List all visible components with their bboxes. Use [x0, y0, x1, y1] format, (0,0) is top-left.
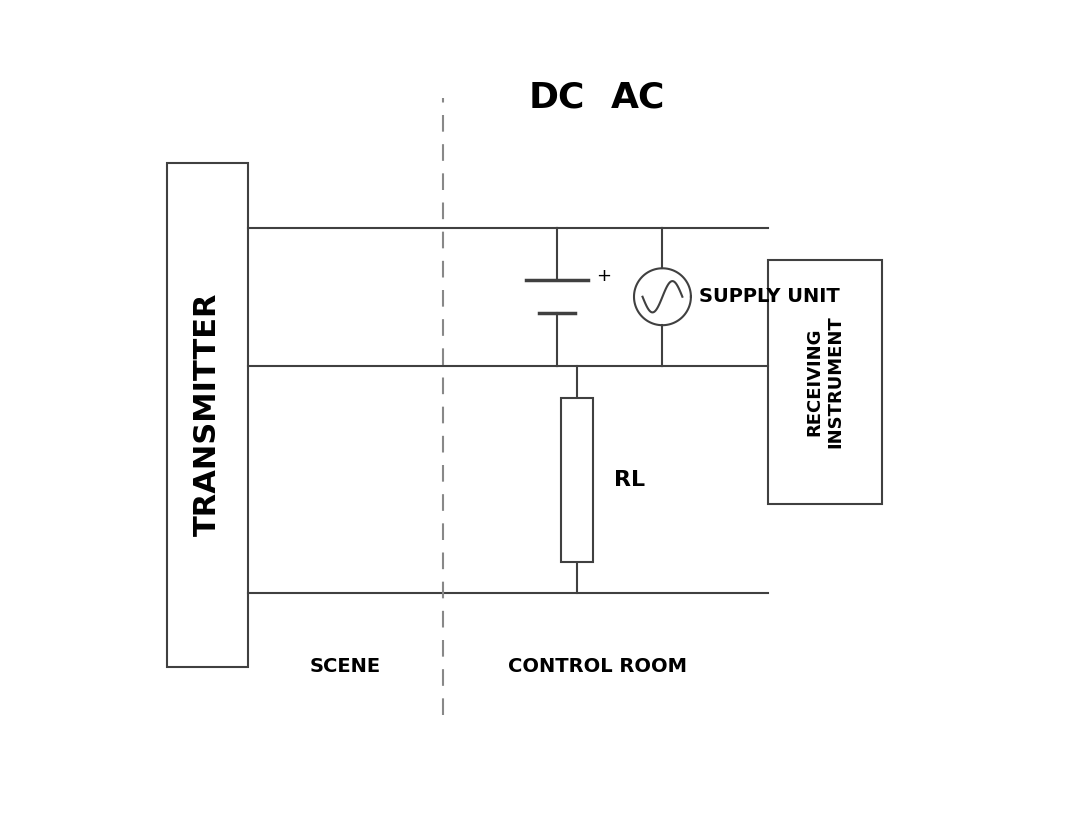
Text: TRANSMITTER: TRANSMITTER [192, 293, 222, 537]
Bar [769, 260, 882, 504]
Text: SUPPLY UNIT: SUPPLY UNIT [699, 287, 840, 307]
Bar [561, 398, 593, 562]
Text: SCENE: SCENE [310, 657, 381, 676]
Text: RL: RL [614, 470, 644, 489]
Text: AC: AC [611, 80, 665, 115]
Text: +: + [596, 267, 611, 285]
Text: DC: DC [529, 80, 585, 115]
Text: CONTROL ROOM: CONTROL ROOM [508, 657, 686, 676]
Bar [166, 163, 248, 667]
Text: RECEIVING
INSTRUMENT: RECEIVING INSTRUMENT [805, 315, 844, 449]
